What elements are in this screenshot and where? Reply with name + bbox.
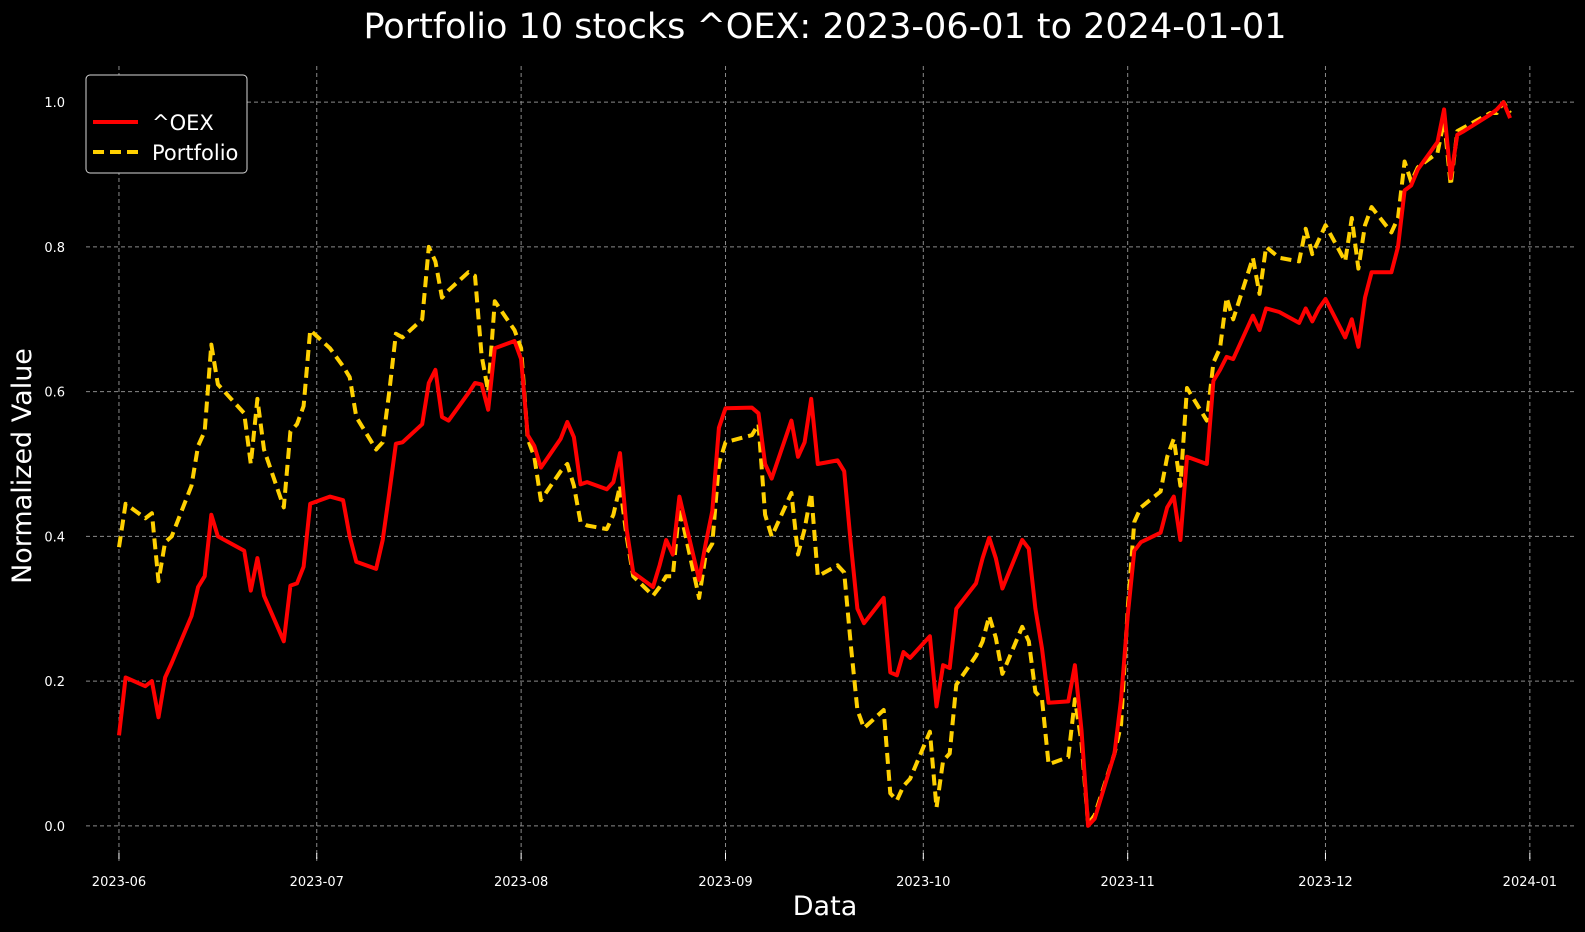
legend-label-portfolio: Portfolio bbox=[152, 141, 238, 165]
y-tick-label: 1.0 bbox=[44, 96, 65, 111]
legend-label-oex: ^OEX bbox=[152, 111, 214, 135]
x-tick-label: 2023-08 bbox=[494, 875, 548, 890]
y-gridlines bbox=[86, 101, 1576, 827]
x-axis-ticks: 2023-06 2023-07 2023-08 2023-09 2023-10 2023-… bbox=[92, 853, 1557, 890]
x-tick-label: 2023-07 bbox=[290, 875, 344, 890]
chart-title: Portfolio 10 stocks ^OEX: 2023-06-01 to … bbox=[363, 7, 1286, 47]
series-line-portfolio bbox=[117, 100, 1512, 827]
legend: ^OEX Portfolio bbox=[85, 74, 248, 174]
y-axis-label: Normalized Value bbox=[7, 348, 38, 584]
x-tick-label: 2023-06 bbox=[92, 875, 146, 890]
x-tick-label: 2024-01 bbox=[1503, 875, 1557, 890]
series-line-oex bbox=[117, 100, 1512, 828]
y-axis-ticks: 0.0 0.2 0.4 0.6 0.8 1.0 bbox=[44, 96, 65, 835]
x-tick-label: 2023-09 bbox=[698, 875, 752, 890]
y-tick-label: 0.0 bbox=[44, 820, 65, 835]
x-tick-label: 2023-10 bbox=[896, 875, 950, 890]
series-lines bbox=[117, 100, 1512, 828]
x-tick-label: 2023-12 bbox=[1298, 875, 1352, 890]
x-axis-label: Data bbox=[793, 891, 857, 922]
y-tick-label: 0.6 bbox=[44, 386, 65, 401]
legend-box bbox=[85, 74, 248, 174]
x-tick-label: 2023-11 bbox=[1101, 875, 1155, 890]
y-tick-label: 0.8 bbox=[44, 241, 65, 256]
y-tick-label: 0.2 bbox=[44, 675, 65, 690]
y-tick-label: 0.4 bbox=[44, 530, 65, 545]
